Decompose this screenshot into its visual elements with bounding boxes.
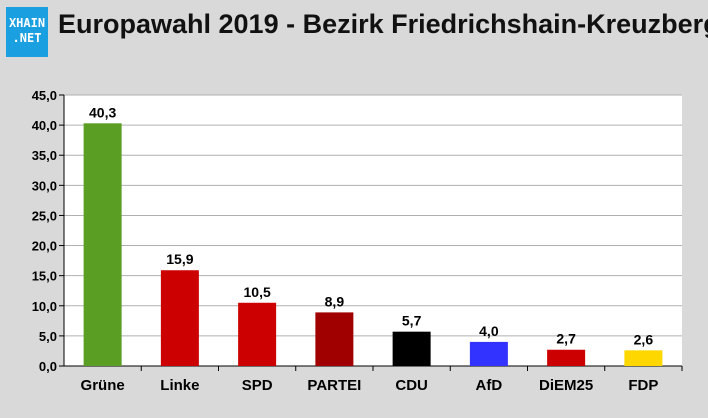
- bar: [83, 123, 122, 366]
- logo-line-1: XHAIN: [8, 16, 46, 30]
- x-tick-label: AfD: [476, 377, 503, 394]
- bar: [238, 302, 277, 366]
- data-label: 2,6: [634, 331, 654, 347]
- y-tick-label: 25,0: [32, 208, 57, 223]
- bar: [624, 350, 663, 366]
- x-tick-label: Linke: [160, 377, 199, 394]
- x-tick-label: CDU: [395, 377, 428, 394]
- y-tick-label: 45,0: [32, 88, 57, 103]
- y-tick-label: 35,0: [32, 148, 57, 163]
- plot-area: [64, 95, 682, 366]
- xhain-logo: XHAIN .NET: [6, 7, 48, 57]
- data-label: 8,9: [325, 293, 345, 309]
- data-label: 5,7: [402, 313, 422, 329]
- bar: [547, 349, 586, 366]
- y-tick-label: 20,0: [32, 239, 57, 254]
- x-tick-label: DiEM25: [539, 377, 593, 394]
- y-tick-label: 15,0: [32, 269, 57, 284]
- y-tick-label: 30,0: [32, 178, 57, 193]
- data-label: 2,7: [556, 331, 576, 347]
- x-tick-label: Grüne: [81, 377, 125, 394]
- y-tick-label: 0,0: [39, 359, 57, 374]
- data-label: 10,5: [244, 284, 271, 300]
- x-tick-label: FDP: [628, 377, 658, 394]
- bar: [315, 312, 354, 366]
- x-tick-label: PARTEI: [307, 377, 361, 394]
- bar: [469, 341, 508, 366]
- chart-title: Europawahl 2019 - Bezirk Friedrichshain-…: [58, 9, 708, 39]
- data-label: 4,0: [479, 323, 499, 339]
- y-tick-label: 40,0: [32, 118, 57, 133]
- x-tick-label: SPD: [242, 377, 273, 394]
- data-label: 40,3: [89, 104, 116, 120]
- logo-line-2: .NET: [12, 31, 42, 45]
- bar: [160, 270, 199, 366]
- bar: [392, 331, 431, 366]
- y-tick-label: 10,0: [32, 299, 57, 314]
- data-label: 15,9: [166, 251, 193, 267]
- y-tick-label: 5,0: [39, 329, 57, 344]
